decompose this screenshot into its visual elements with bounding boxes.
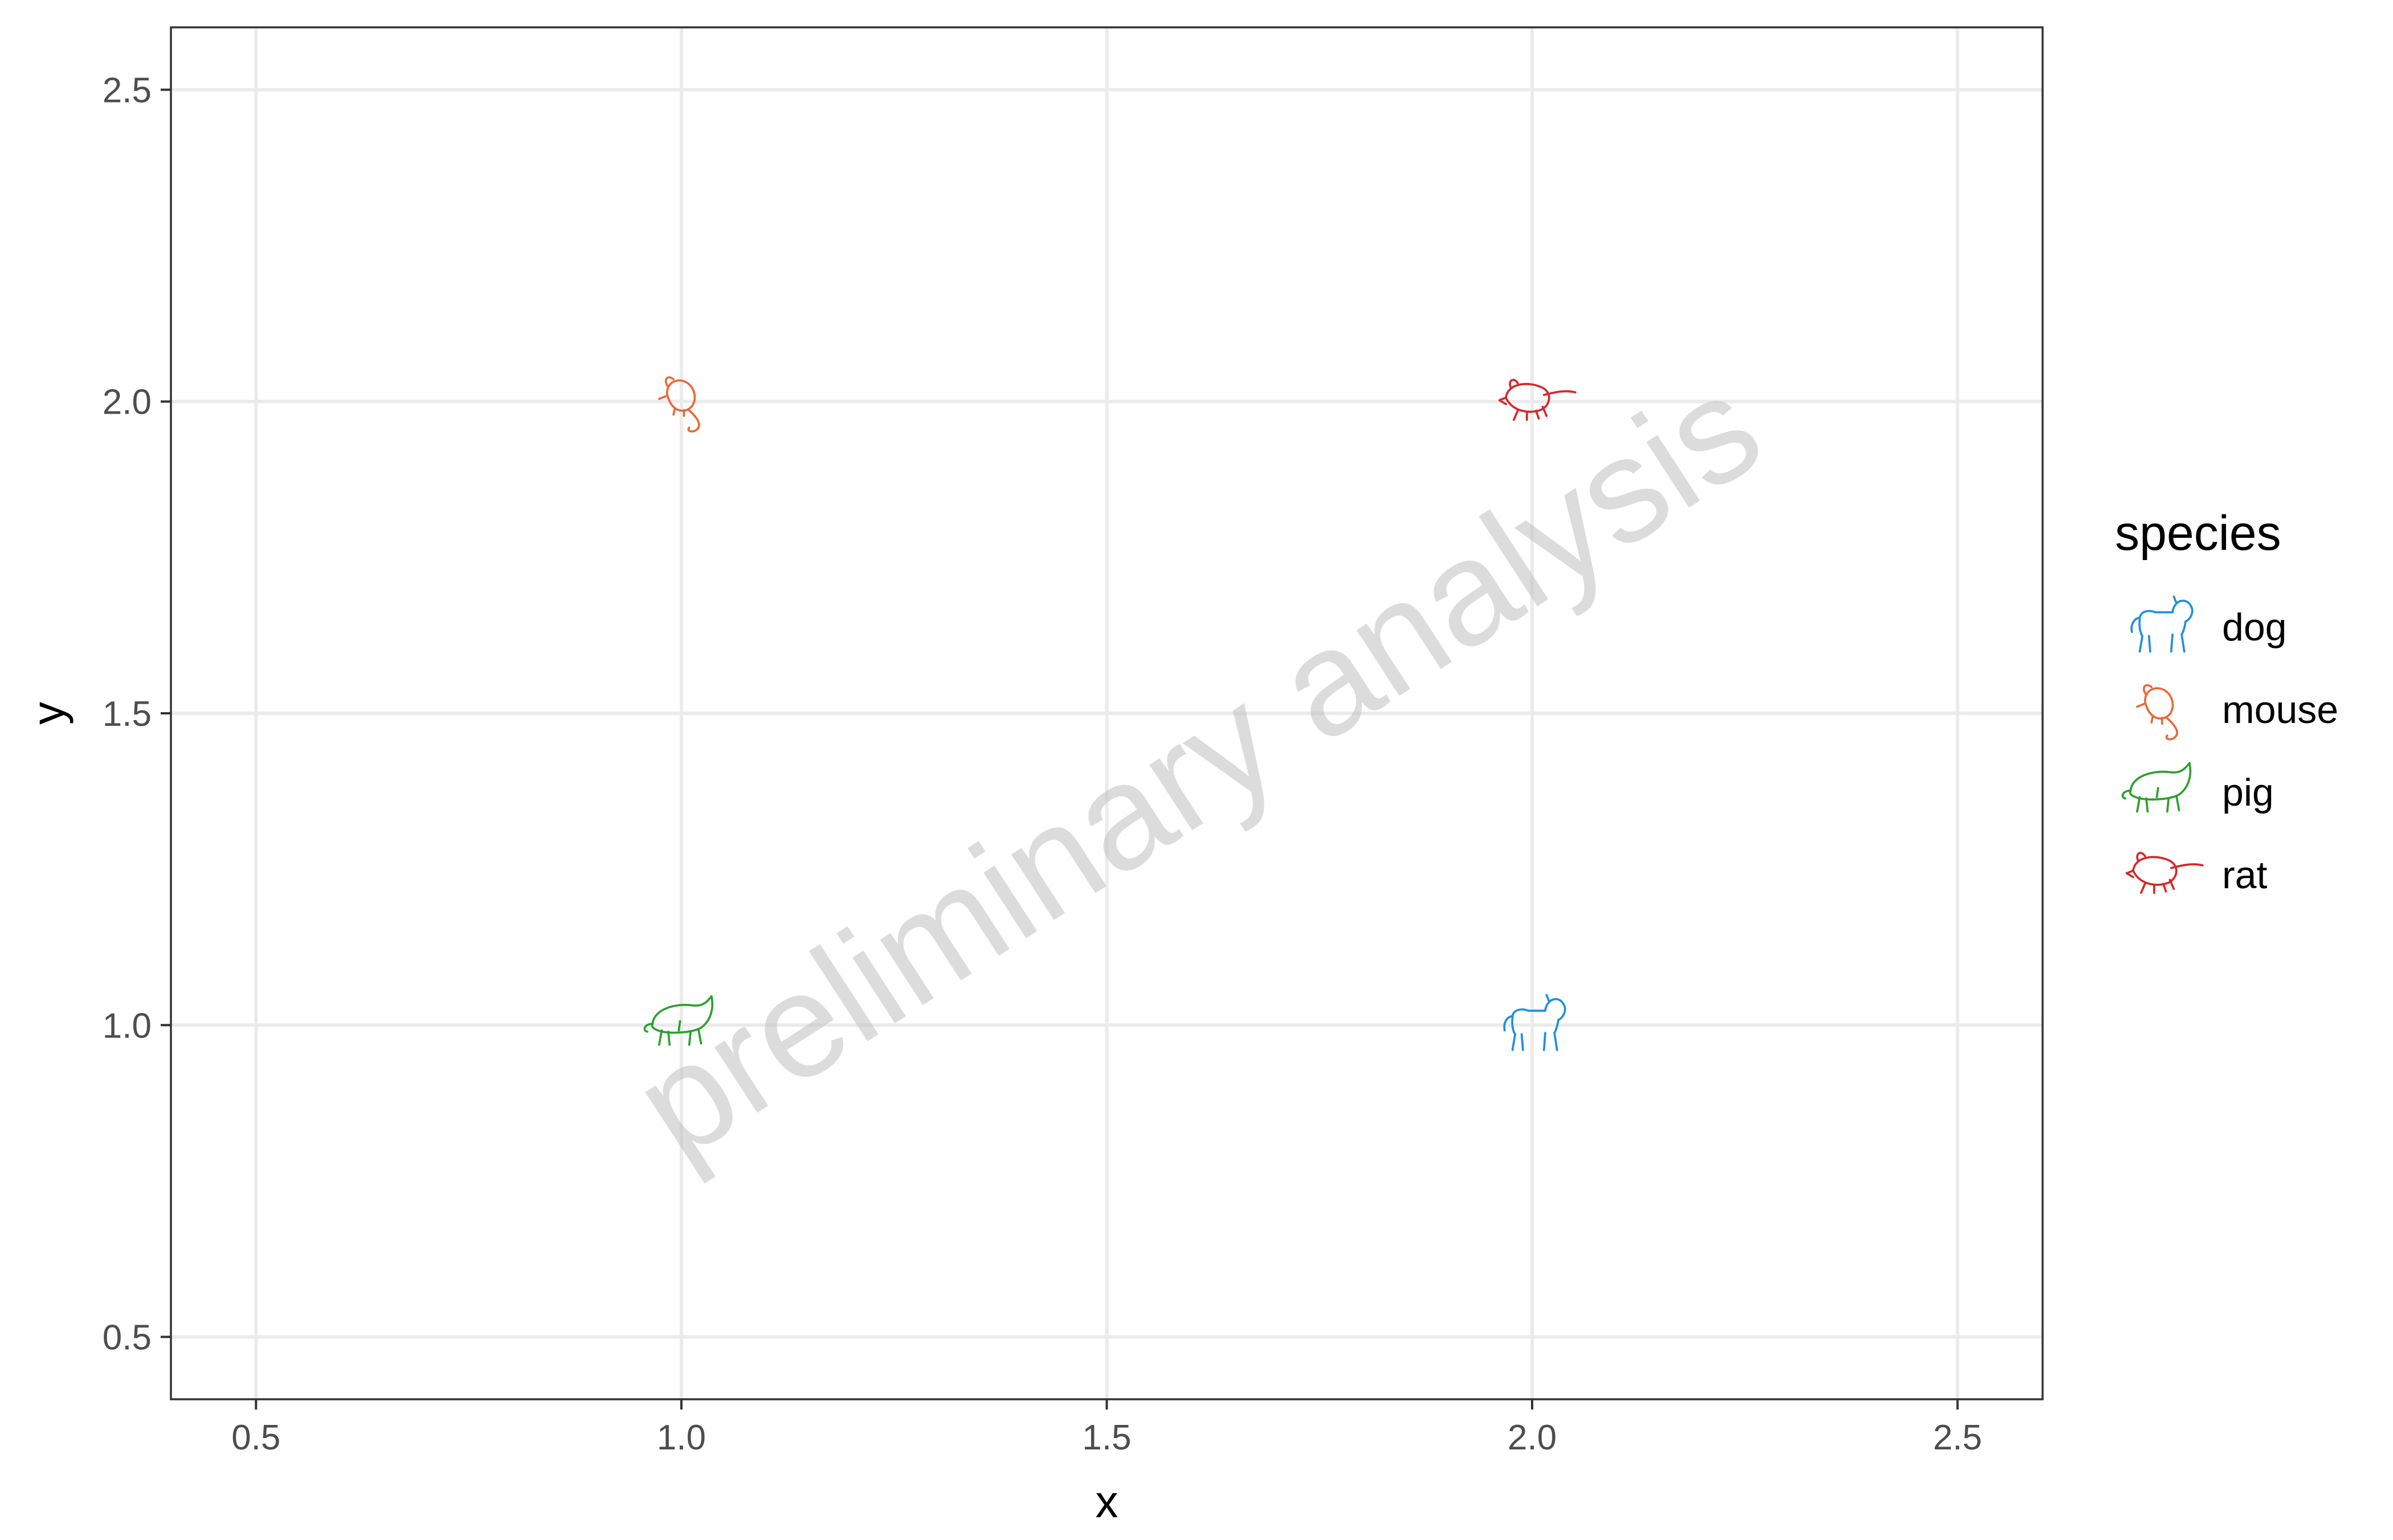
x-axis-title: x <box>1096 1476 1118 1527</box>
y-tick-label: 2.5 <box>103 71 152 110</box>
data-point-pig-pig-icon <box>643 995 714 1046</box>
legend-key-mouse-icon <box>2136 684 2178 741</box>
data-points <box>643 376 1577 1051</box>
x-tick-label: 1.5 <box>1082 1418 1131 1457</box>
legend-key-rat-icon <box>2125 852 2204 894</box>
legend: species dog mouse pig rat <box>2115 506 2338 897</box>
data-point-mouse-mouse-icon <box>658 376 700 433</box>
legend-title: species <box>2115 506 2281 561</box>
legend-key-pig-icon <box>2121 762 2192 813</box>
y-tick-label: 1.5 <box>103 695 152 734</box>
x-tick-label: 2.5 <box>1933 1418 1982 1457</box>
x-tick-label: 0.5 <box>231 1418 280 1457</box>
x-tick-label: 1.0 <box>657 1418 706 1457</box>
legend-key-dog-icon <box>2130 595 2194 653</box>
legend-label-dog: dog <box>2222 606 2286 649</box>
gridlines <box>171 27 2043 1399</box>
data-point-rat-rat-icon <box>1498 378 1577 421</box>
legend-label-pig: pig <box>2222 771 2274 814</box>
legend-label-mouse: mouse <box>2222 688 2338 732</box>
y-axis-title: y <box>23 702 73 725</box>
data-point-dog-dog-icon <box>1503 994 1566 1051</box>
legend-label-rat: rat <box>2222 853 2267 897</box>
y-tick-label: 2.0 <box>103 383 152 422</box>
y-tick-label: 1.0 <box>103 1006 152 1045</box>
axes: 0.5 1.0 1.5 2.0 2.5 0.5 1.0 1.5 2.0 2.5 <box>103 71 1982 1457</box>
y-tick-label: 0.5 <box>103 1318 152 1358</box>
x-tick-label: 2.0 <box>1508 1418 1557 1457</box>
